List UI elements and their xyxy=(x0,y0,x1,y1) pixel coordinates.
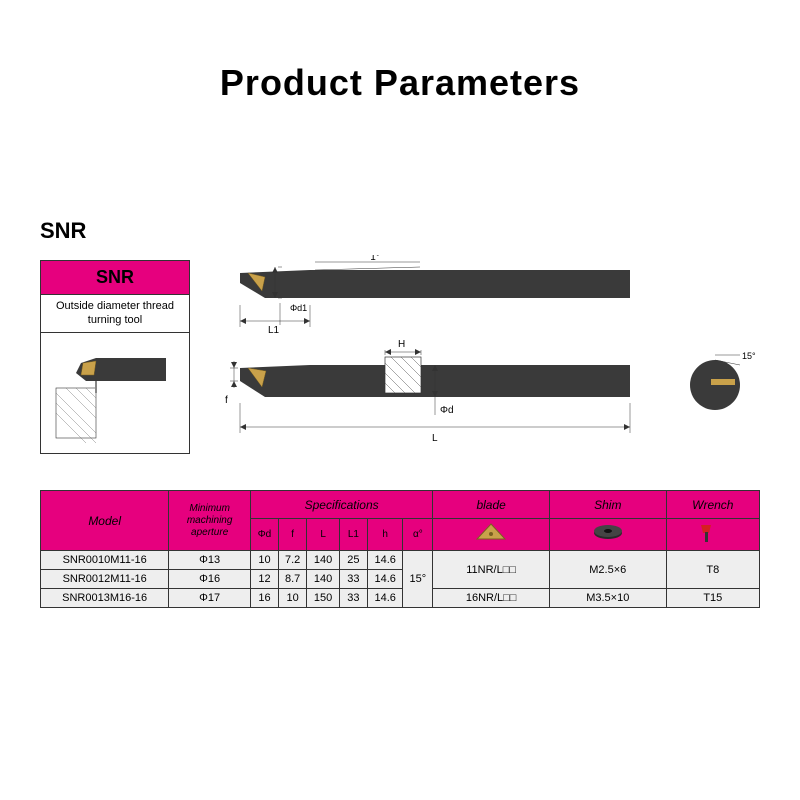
cell-aperture: Φ17 xyxy=(169,589,251,608)
info-box-diagram xyxy=(41,333,189,453)
th-model: Model xyxy=(41,491,169,551)
cell-L1: 25 xyxy=(339,551,367,570)
info-box-subtitle: Outside diameter thread turning tool xyxy=(41,295,189,333)
cell-model: SNR0013M16-16 xyxy=(41,589,169,608)
cell-L1: 33 xyxy=(339,589,367,608)
label-d: Φd xyxy=(440,405,454,416)
cell-L: 140 xyxy=(307,551,340,570)
wrench-icon-cell xyxy=(666,519,759,551)
wrench-icon xyxy=(695,521,731,545)
cell-d: 10 xyxy=(250,551,278,570)
params-table: Model Minimum machining aperture Specifi… xyxy=(40,490,760,608)
cell-L: 150 xyxy=(307,589,340,608)
shim-icon xyxy=(590,521,626,545)
cell-model: SNR0012M11-16 xyxy=(41,570,169,589)
technical-drawing: 1° Φd1 L1 H f xyxy=(220,255,670,455)
cell-aperture: Φ16 xyxy=(169,570,251,589)
label-d1: Φd1 xyxy=(290,303,307,313)
label-H: H xyxy=(398,339,405,350)
cell-shim: M2.5×6 xyxy=(549,551,666,589)
cell-L1: 33 xyxy=(339,570,367,589)
th-wrench: Wrench xyxy=(666,491,759,519)
angle-1deg: 1° xyxy=(370,255,380,263)
cell-wrench: T8 xyxy=(666,551,759,589)
th-h: h xyxy=(367,519,402,551)
th-f: f xyxy=(278,519,306,551)
cell-L: 140 xyxy=(307,570,340,589)
blade-icon-cell xyxy=(433,519,550,551)
cell-f: 10 xyxy=(278,589,306,608)
th-d: Φd xyxy=(250,519,278,551)
info-box-header: SNR xyxy=(41,261,189,295)
cell-blade: 11NR/L□□ xyxy=(433,551,550,589)
th-L: L xyxy=(307,519,340,551)
cell-alpha: 15° xyxy=(403,551,433,608)
cell-blade: 16NR/L□□ xyxy=(433,589,550,608)
cell-h: 14.6 xyxy=(367,589,402,608)
page-title: Product Parameters xyxy=(0,0,800,104)
cell-aperture: Φ13 xyxy=(169,551,251,570)
th-specs: Specifications xyxy=(250,491,432,519)
cell-f: 7.2 xyxy=(278,551,306,570)
cell-shim: M3.5×10 xyxy=(549,589,666,608)
insert-icon xyxy=(473,521,509,545)
th-blade: blade xyxy=(433,491,550,519)
cell-h: 14.6 xyxy=(367,551,402,570)
th-L1: L1 xyxy=(339,519,367,551)
th-shim: Shim xyxy=(549,491,666,519)
end-view: 15° xyxy=(680,345,760,420)
end-angle: 15° xyxy=(742,351,756,361)
info-box: SNR Outside diameter thread turning tool xyxy=(40,260,190,454)
cell-d: 12 xyxy=(250,570,278,589)
section-label: SNR xyxy=(40,218,86,244)
table-row: SNR0010M11-16 Φ13 10 7.2 140 25 14.6 15°… xyxy=(41,551,760,570)
cell-f: 8.7 xyxy=(278,570,306,589)
th-alpha: α° xyxy=(403,519,433,551)
cell-wrench: T15 xyxy=(666,589,759,608)
th-aperture: Minimum machining aperture xyxy=(169,491,251,551)
shim-icon-cell xyxy=(549,519,666,551)
cell-d: 16 xyxy=(250,589,278,608)
label-L1: L1 xyxy=(268,325,280,336)
cell-h: 14.6 xyxy=(367,570,402,589)
cell-model: SNR0010M11-16 xyxy=(41,551,169,570)
label-f: f xyxy=(225,395,228,406)
label-L: L xyxy=(432,433,438,444)
table-row: SNR0013M16-16 Φ17 16 10 150 33 14.6 16NR… xyxy=(41,589,760,608)
